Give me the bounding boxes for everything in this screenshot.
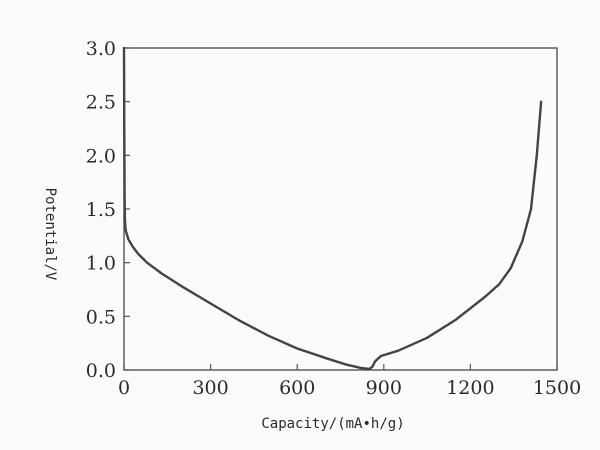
x-tick-label: 900 (366, 377, 402, 399)
y-tick-label: 0.0 (86, 360, 116, 382)
series-line (122, 46, 543, 371)
x-tick-label: 300 (192, 377, 228, 399)
x-tick-label: 600 (279, 377, 315, 399)
y-tick-label: 0.5 (86, 306, 116, 328)
x-axis-title: Capacity/(mA•h/g) (261, 416, 404, 432)
y-tick-label: 1.0 (86, 253, 116, 275)
x-tick-label: 1200 (446, 377, 494, 399)
plot-frame (123, 47, 558, 371)
y-axis-title: Potential/V (42, 188, 58, 281)
x-tick-label: 1500 (533, 377, 581, 399)
y-axis-ticks: 0.0 0.5 1.0 1.5 2.0 2.5 3.0 (86, 38, 130, 382)
y-tick-label: 3.0 (86, 38, 116, 60)
x-axis-ticks: 0 300 600 900 1200 1500 (118, 364, 581, 399)
x-tick-label: 0 (118, 377, 130, 399)
y-tick-label: 2.5 (86, 92, 116, 114)
y-tick-label: 1.5 (86, 199, 116, 221)
y-tick-label: 2.0 (86, 145, 116, 167)
